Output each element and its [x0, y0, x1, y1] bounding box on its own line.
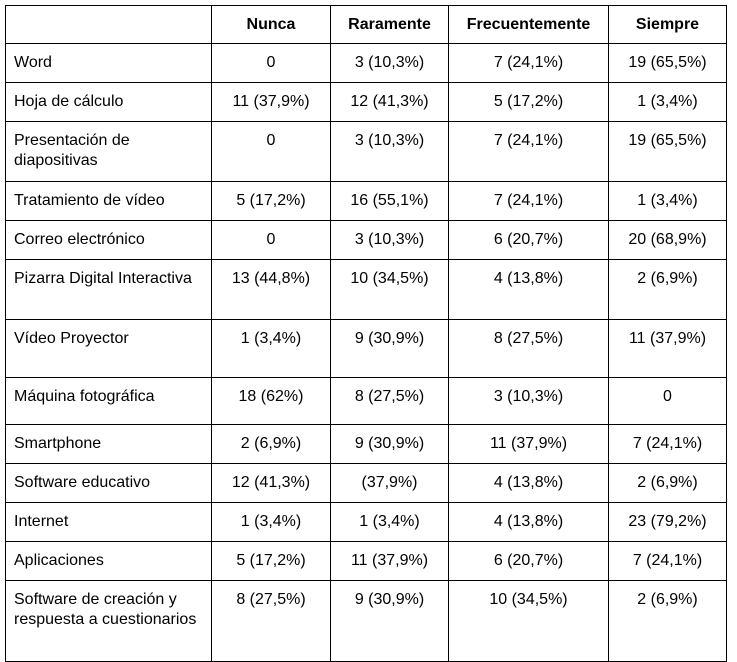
table-cell: 0 [211, 220, 331, 260]
table-cell: 19 (65,5%) [608, 43, 727, 83]
table-cell: 16 (55,1%) [330, 181, 449, 221]
table-cell: 23 (79,2%) [608, 502, 727, 542]
table-cell: 2 (6,9%) [608, 463, 727, 503]
table-row: Pizarra Digital Interactiva 13 (44,8%) 1… [5, 259, 727, 320]
table-cell: 11 (37,9%) [448, 424, 609, 464]
table-cell: 11 (37,9%) [608, 319, 727, 378]
table-row: Smartphone 2 (6,9%) 9 (30,9%) 11 (37,9%)… [5, 424, 727, 464]
table-cell: 7 (24,1%) [448, 121, 609, 182]
table-cell: 7 (24,1%) [608, 541, 727, 581]
frequency-table: Nunca Raramente Frecuentemente Siempre W… [5, 5, 727, 662]
table-row: Hoja de cálculo 11 (37,9%) 12 (41,3%) 5 … [5, 82, 727, 122]
table-cell: 4 (13,8%) [448, 502, 609, 542]
header-cell-frecuentemente: Frecuentemente [448, 5, 609, 44]
table-row: Internet 1 (3,4%) 1 (3,4%) 4 (13,8%) 23 … [5, 502, 727, 542]
table-cell: 6 (20,7%) [448, 541, 609, 581]
row-label: Presentación de diapositivas [5, 121, 212, 182]
table-cell: 3 (10,3%) [330, 43, 449, 83]
table-cell: 5 (17,2%) [211, 181, 331, 221]
row-label: Tratamiento de vídeo [5, 181, 212, 221]
table-cell: 1 (3,4%) [330, 502, 449, 542]
table-cell: 9 (30,9%) [330, 319, 449, 378]
table-cell: 2 (6,9%) [211, 424, 331, 464]
header-row: Nunca Raramente Frecuentemente Siempre [5, 5, 727, 44]
table-cell: 13 (44,8%) [211, 259, 331, 320]
row-label: Correo electrónico [5, 220, 212, 260]
table-cell: 18 (62%) [211, 377, 331, 425]
header-cell-nunca: Nunca [211, 5, 331, 44]
table-cell: 10 (34,5%) [448, 580, 609, 662]
table-cell: 1 (3,4%) [608, 82, 727, 122]
table-cell: 3 (10,3%) [448, 377, 609, 425]
table-cell: 20 (68,9%) [608, 220, 727, 260]
table-cell: 12 (41,3%) [330, 82, 449, 122]
table-row: Vídeo Proyector 1 (3,4%) 9 (30,9%) 8 (27… [5, 319, 727, 378]
table-cell: 4 (13,8%) [448, 463, 609, 503]
row-label: Hoja de cálculo [5, 82, 212, 122]
row-label: Aplicaciones [5, 541, 212, 581]
table-row: Máquina fotográfica 18 (62%) 8 (27,5%) 3… [5, 377, 727, 425]
row-label: Smartphone [5, 424, 212, 464]
table-cell: 11 (37,9%) [211, 82, 331, 122]
table-cell: 9 (30,9%) [330, 424, 449, 464]
table-row: Software de creación y respuesta a cuest… [5, 580, 727, 662]
table-cell: 0 [608, 377, 727, 425]
row-label: Software de creación y respuesta a cuest… [5, 580, 212, 662]
table-cell: 10 (34,5%) [330, 259, 449, 320]
row-label: Pizarra Digital Interactiva [5, 259, 212, 320]
table-cell: (37,9%) [330, 463, 449, 503]
table-cell: 7 (24,1%) [448, 43, 609, 83]
table-cell: 1 (3,4%) [211, 319, 331, 378]
table-cell: 8 (27,5%) [448, 319, 609, 378]
table-cell: 7 (24,1%) [608, 424, 727, 464]
table-cell: 7 (24,1%) [448, 181, 609, 221]
header-cell-empty [5, 5, 212, 44]
table-cell: 12 (41,3%) [211, 463, 331, 503]
table-cell: 8 (27,5%) [211, 580, 331, 662]
table-row: Aplicaciones 5 (17,2%) 11 (37,9%) 6 (20,… [5, 541, 727, 581]
table-cell: 6 (20,7%) [448, 220, 609, 260]
header-cell-siempre: Siempre [608, 5, 727, 44]
table-cell: 5 (17,2%) [211, 541, 331, 581]
table-cell: 2 (6,9%) [608, 580, 727, 662]
table-row: Correo electrónico 0 3 (10,3%) 6 (20,7%)… [5, 220, 727, 260]
table-cell: 9 (30,9%) [330, 580, 449, 662]
table-cell: 0 [211, 43, 331, 83]
table-cell: 1 (3,4%) [608, 181, 727, 221]
table-cell: 1 (3,4%) [211, 502, 331, 542]
header-cell-raramente: Raramente [330, 5, 449, 44]
row-label: Internet [5, 502, 212, 542]
table-cell: 2 (6,9%) [608, 259, 727, 320]
row-label: Máquina fotográfica [5, 377, 212, 425]
row-label: Software educativo [5, 463, 212, 503]
table-cell: 0 [211, 121, 331, 182]
table-row: Software educativo 12 (41,3%) (37,9%) 4 … [5, 463, 727, 503]
table-cell: 11 (37,9%) [330, 541, 449, 581]
table-cell: 5 (17,2%) [448, 82, 609, 122]
table-row: Word 0 3 (10,3%) 7 (24,1%) 19 (65,5%) [5, 43, 727, 83]
table-cell: 19 (65,5%) [608, 121, 727, 182]
row-label: Word [5, 43, 212, 83]
table-row: Presentación de diapositivas 0 3 (10,3%)… [5, 121, 727, 182]
table-row: Tratamiento de vídeo 5 (17,2%) 16 (55,1%… [5, 181, 727, 221]
table-cell: 8 (27,5%) [330, 377, 449, 425]
table-cell: 3 (10,3%) [330, 220, 449, 260]
table-cell: 3 (10,3%) [330, 121, 449, 182]
table-cell: 4 (13,8%) [448, 259, 609, 320]
row-label: Vídeo Proyector [5, 319, 212, 378]
